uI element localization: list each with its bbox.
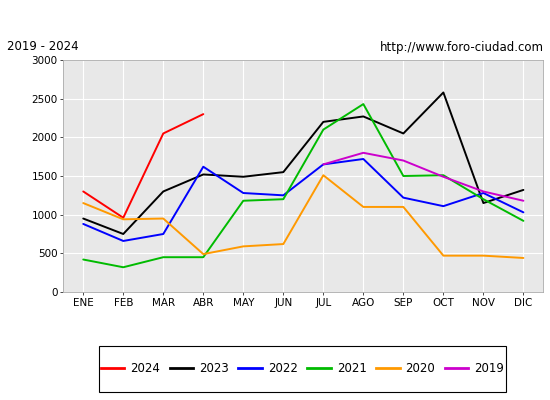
Legend: 2024, 2023, 2022, 2021, 2020, 2019: 2024, 2023, 2022, 2021, 2020, 2019 xyxy=(97,359,508,379)
Text: Evolucion Nº Turistas Nacionales en el municipio de Navarrete: Evolucion Nº Turistas Nacionales en el m… xyxy=(17,10,533,24)
Text: 2019 - 2024: 2019 - 2024 xyxy=(7,40,78,54)
FancyBboxPatch shape xyxy=(99,346,506,392)
Text: http://www.foro-ciudad.com: http://www.foro-ciudad.com xyxy=(379,40,543,54)
